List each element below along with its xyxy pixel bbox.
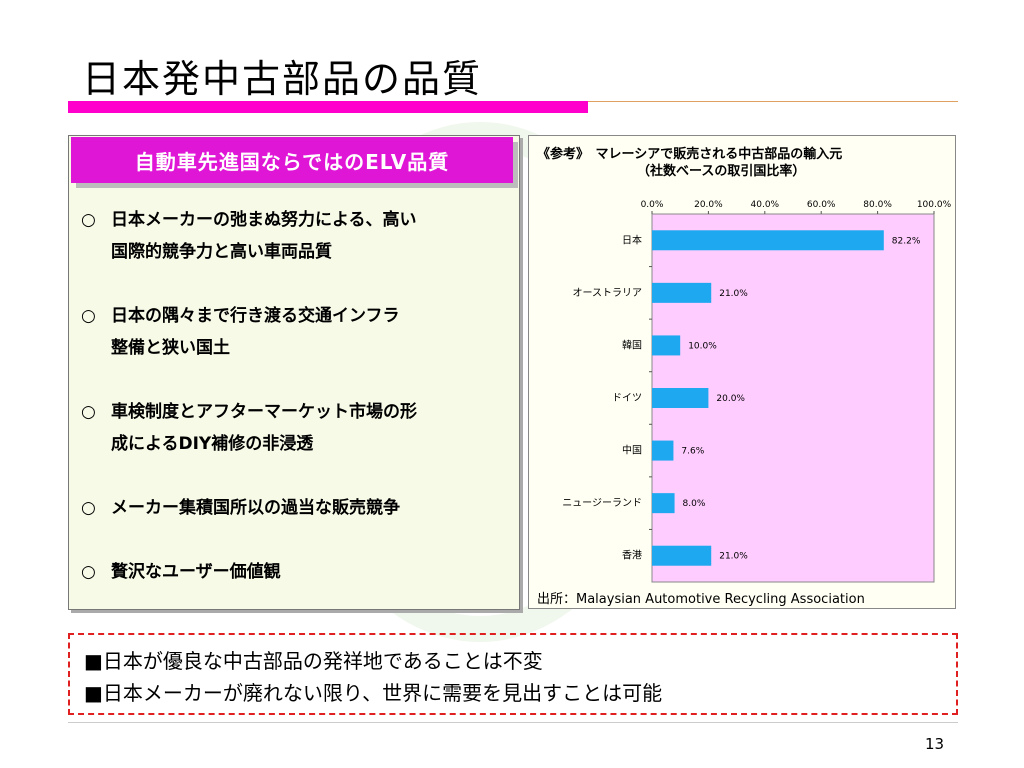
conclusion-box: ■日本が優良な中古部品の発祥地であることは不変 ■日本メーカーが廃れない限り、世… — [68, 633, 958, 715]
chart-reference-title: 《参考》 マレーシアで販売される中古部品の輸入元 （社数ベースの取引国比率） — [537, 146, 842, 180]
bullet-line-1: 贅沢なユーザー価値観 — [111, 562, 281, 582]
category-label: 香港 — [622, 550, 642, 562]
chart-source-note: 出所：Malaysian Automotive Recycling Associ… — [537, 592, 865, 607]
circle-bullet-icon: ○ — [81, 498, 96, 518]
category-label: 韓国 — [622, 339, 642, 351]
bullet-line-1: 車検制度とアフターマーケット市場の形 — [111, 402, 417, 422]
circle-bullet-icon: ○ — [81, 306, 96, 326]
bullet-line-2: 成によるDIY補修の非浸透 — [111, 434, 314, 454]
category-label: ニュージーランド — [562, 497, 642, 509]
circle-bullet-icon: ○ — [81, 562, 96, 582]
x-tick-label: 40.0% — [751, 200, 780, 210]
bullet-item: ○ 日本メーカーの弛まぬ努力による、高い 国際的競争力と高い車両品質 — [81, 204, 511, 268]
bar — [652, 493, 675, 514]
category-label: 日本 — [622, 233, 642, 246]
bullet-item: ○ 車検制度とアフターマーケット市場の形 成によるDIY補修の非浸透 — [81, 396, 511, 460]
page-number: 13 — [925, 735, 945, 753]
x-tick-label: 0.0% — [641, 200, 664, 210]
category-label: オーストラリア — [573, 287, 643, 299]
import-share-panel: 《参考》 マレーシアで販売される中古部品の輸入元 （社数ベースの取引国比率） 0… — [528, 135, 956, 609]
page-title: 日本発中古部品の品質 — [82, 57, 483, 101]
circle-bullet-icon: ○ — [81, 210, 96, 230]
data-label: 21.0% — [719, 552, 748, 562]
data-label: 82.2% — [892, 236, 921, 246]
conclusion-line-1: ■日本が優良な中古部品の発祥地であることは不変 — [84, 649, 543, 673]
quality-panel-header-text: 自動車先進国ならではのELV品質 — [134, 149, 450, 174]
category-label: 中国 — [622, 444, 642, 457]
chart-title-line-2: （社数ベースの取引国比率） — [637, 164, 806, 179]
category-label: ドイツ — [612, 393, 642, 404]
data-label: 20.0% — [716, 394, 745, 404]
data-label: 8.0% — [683, 499, 706, 509]
bullet-item: ○ 贅沢なユーザー価値観 — [81, 556, 511, 588]
quality-bullet-list: ○ 日本メーカーの弛まぬ努力による、高い 国際的競争力と高い車両品質 ○ 日本の… — [81, 204, 511, 620]
bullet-line-2: 整備と狭い国土 — [111, 338, 230, 358]
bar — [652, 440, 674, 461]
bar — [652, 388, 709, 408]
x-tick-label: 60.0% — [807, 200, 836, 210]
data-label: 7.6% — [681, 447, 704, 457]
x-tick-label: 20.0% — [694, 200, 723, 210]
x-tick-label: 100.0% — [917, 200, 952, 210]
x-tick-label: 80.0% — [863, 200, 892, 210]
footer-divider — [68, 722, 958, 723]
bullet-line-2: 国際的競争力と高い車両品質 — [111, 242, 332, 262]
quality-panel: 自動車先進国ならではのELV品質 ○ 日本メーカーの弛まぬ努力による、高い 国際… — [68, 135, 520, 610]
bullet-item: ○ 日本の隅々まで行き渡る交通インフラ 整備と狭い国土 — [81, 300, 511, 364]
data-label: 21.0% — [719, 289, 748, 299]
circle-bullet-icon: ○ — [81, 402, 96, 422]
bar — [652, 335, 681, 356]
chart-title-line-1: 《参考》 マレーシアで販売される中古部品の輸入元 — [537, 147, 843, 162]
bullet-line-1: メーカー集積国所以の過当な販売競争 — [111, 498, 400, 518]
bullet-item: ○ メーカー集積国所以の過当な販売競争 — [81, 492, 511, 524]
bullet-line-1: 日本の隅々まで行き渡る交通インフラ — [111, 306, 400, 326]
conclusion-line-2: ■日本メーカーが廃れない限り、世界に需要を見出すことは可能 — [84, 681, 663, 705]
quality-panel-header: 自動車先進国ならではのELV品質 — [71, 137, 513, 183]
import-share-bar-chart: 0.0% 20.0% 40.0% 60.0% 80.0% 100.0% 日本 82.2% オース… — [562, 200, 952, 583]
bar — [652, 282, 712, 303]
bar — [652, 545, 712, 566]
bar — [652, 230, 884, 251]
title-divider-line — [588, 101, 958, 102]
title-accent-bar — [68, 101, 588, 113]
data-label: 10.0% — [688, 341, 717, 351]
bullet-line-1: 日本メーカーの弛まぬ努力による、高い — [111, 210, 417, 230]
